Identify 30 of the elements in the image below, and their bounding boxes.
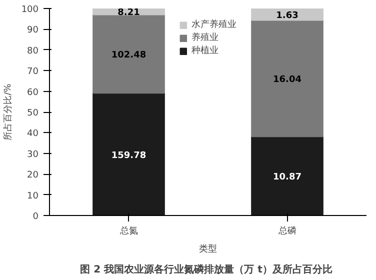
y-tick-label: 80	[27, 46, 39, 56]
annotation: 159.78	[111, 150, 146, 161]
y-tick-label: 20	[27, 170, 39, 181]
y-tick-label: 100	[21, 5, 39, 15]
annotation: 8.21	[118, 8, 140, 18]
y-tick-label: 70	[27, 67, 39, 78]
legend-label: 水产养殖业	[192, 18, 236, 31]
legend-label: 养殖业	[192, 32, 218, 44]
bar	[92, 14, 165, 94]
x-axis-title: 类型	[199, 244, 217, 254]
y-tick-label: 40	[27, 129, 39, 140]
bar	[251, 136, 324, 216]
y-tick-label: 50	[27, 108, 39, 118]
x-tick-label: 总磷	[277, 226, 296, 236]
legend-label: 种植业	[192, 44, 218, 57]
y-tick-label: 60	[27, 88, 39, 98]
annotation: 1.63	[276, 10, 298, 21]
bar	[92, 92, 165, 216]
y-tick-label: 30	[27, 150, 39, 160]
bar	[251, 8, 324, 21]
bar	[251, 20, 324, 138]
text: 图 2 我国农业源各行业氮磷排放量（万 t）及所占百分比	[80, 264, 332, 276]
annotation: 102.48	[111, 50, 146, 60]
y-tick-label: 90	[27, 26, 39, 36]
annotation: 10.87	[273, 172, 302, 183]
y-axis-title: 所占百分比/%	[2, 83, 14, 140]
y-tick-label: 0	[32, 212, 39, 222]
y-tick-label: 10	[27, 191, 39, 202]
x-tick-label: 总氮	[118, 226, 138, 236]
annotation: 16.04	[273, 74, 302, 85]
